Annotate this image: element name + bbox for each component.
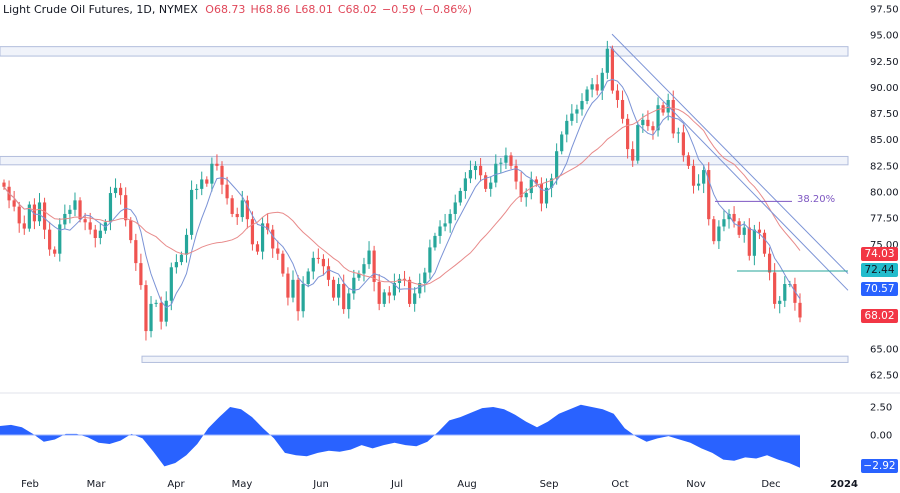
time-axis-label: Nov <box>686 479 706 490</box>
time-axis-label: Feb <box>21 479 39 490</box>
price-axis-label: 92.50 <box>870 57 899 68</box>
time-axis-label: Jul <box>390 479 403 490</box>
price-axis-label: 85.00 <box>870 135 899 146</box>
horizontal-zone[interactable] <box>0 46 849 57</box>
candles <box>2 40 802 341</box>
oscillator-area <box>0 404 800 468</box>
price-axis-label: 65.00 <box>870 344 899 355</box>
time-axis-label: May <box>232 479 253 490</box>
horizontal-zone[interactable] <box>0 155 849 166</box>
price-axis-label: 95.00 <box>870 31 899 42</box>
low-value: L68.01 <box>295 3 333 16</box>
change-value: −0.59 (−0.86%) <box>382 3 472 16</box>
oscillator-badge: −2.92 <box>861 459 898 473</box>
price-axis-label: 75.00 <box>870 240 899 251</box>
time-axis-label: Aug <box>457 479 477 490</box>
time-axis-label: Mar <box>87 479 107 490</box>
close-value: C68.02 <box>337 3 377 16</box>
time-axis-label: Sep <box>540 479 559 490</box>
price-badge: 72.44 <box>861 263 898 277</box>
price-axis-label: 90.00 <box>870 83 899 94</box>
price-badge: 70.57 <box>861 282 898 296</box>
high-value: H68.86 <box>250 3 291 16</box>
osc-axis-label: 0.00 <box>870 431 892 442</box>
horizontal-zone[interactable] <box>141 355 849 363</box>
ohlc-values: O68.73 H68.86 L68.01 C68.02 −0.59 (−0.86%) <box>205 3 477 16</box>
price-axis-label: 87.50 <box>870 109 899 120</box>
trendline-upper[interactable] <box>611 33 849 274</box>
symbol-title: Light Crude Oil Futures, 1D, NYMEX <box>3 3 198 16</box>
time-axis-label: 2024 <box>830 479 858 490</box>
fast-moving-average <box>3 78 801 309</box>
price-axis-label: 97.50 <box>870 5 899 16</box>
trendline-lower[interactable] <box>609 46 849 291</box>
price-badge: 74.03 <box>861 247 898 261</box>
time-axis-label: Jun <box>312 479 329 490</box>
time-axis-label: Apr <box>167 479 185 490</box>
slow-moving-average <box>3 106 801 286</box>
open-value: O68.73 <box>205 3 246 16</box>
price-axis-label: 77.50 <box>870 214 899 225</box>
chart-header: Light Crude Oil Futures, 1D, NYMEX O68.7… <box>3 3 477 16</box>
price-axis-label: 80.00 <box>870 188 899 199</box>
osc-axis-label: 2.50 <box>870 403 892 414</box>
fib-level-label: 38.20% <box>797 194 836 205</box>
time-axis-label: Dec <box>761 479 780 490</box>
price-axis-label: 82.50 <box>870 161 899 172</box>
price-badge: 68.02 <box>861 309 898 323</box>
time-axis-label: Oct <box>611 479 628 490</box>
price-axis-label: 62.50 <box>870 371 899 382</box>
